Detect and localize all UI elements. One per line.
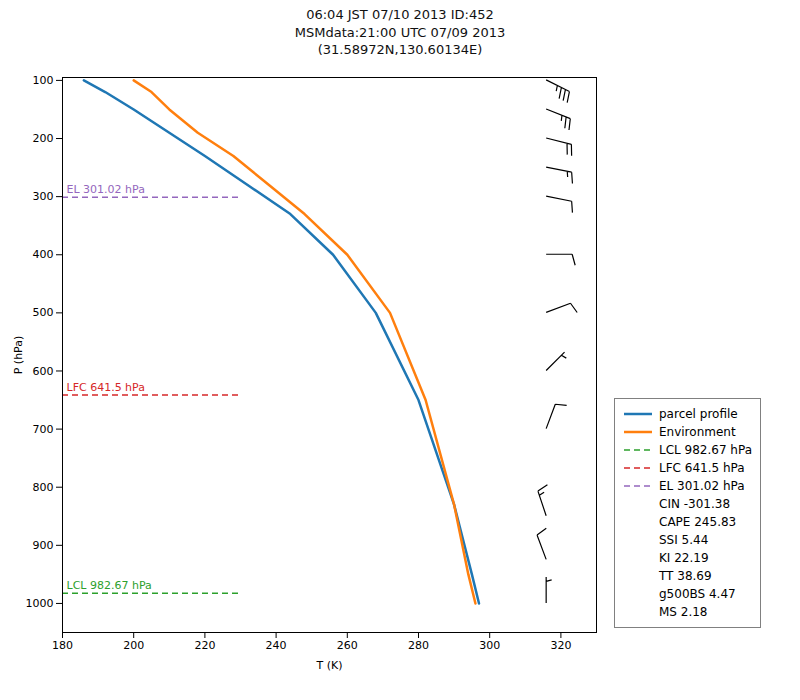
html-text:SSI 5.44: SSI 5.44 [659, 532, 709, 547]
svg-text:200: 200 [33, 132, 54, 145]
svg-text:800: 800 [33, 480, 54, 493]
svg-text:300: 300 [33, 190, 54, 203]
svg-text:280: 280 [408, 639, 429, 652]
svg-text:320: 320 [550, 639, 571, 652]
svg-text:LFC 641.5 hPa: LFC 641.5 hPa [67, 381, 145, 394]
html-text:TT 38.69: TT 38.69 [659, 568, 712, 583]
svg-text:700: 700 [33, 422, 54, 435]
svg-text:500: 500 [33, 306, 54, 319]
html-text:parcel profile: parcel profile [659, 406, 738, 421]
html-text:LCL 982.67 hPa: LCL 982.67 hPa [659, 442, 752, 457]
html-text:g500BS 4.47: g500BS 4.47 [659, 586, 736, 601]
html-text:EL 301.02 hPa: EL 301.02 hPa [659, 478, 745, 493]
svg-text:T (K): T (K) [315, 658, 342, 671]
svg-text:200: 200 [123, 639, 144, 652]
html-text:CAPE 245.83: CAPE 245.83 [659, 514, 737, 529]
svg-text:LCL 982.67 hPa: LCL 982.67 hPa [67, 579, 152, 592]
html-text:06:04 JST 07/10 2013 ID:452 MS: 06:04 JST 07/10 2013 ID:452 MSMdata:21:0… [294, 7, 506, 58]
svg-text:300: 300 [479, 639, 500, 652]
svg-text:240: 240 [266, 639, 287, 652]
svg-text:260: 260 [337, 639, 358, 652]
html-text:Environment: Environment [659, 424, 736, 439]
svg-text:100: 100 [33, 74, 54, 87]
svg-text:1000: 1000 [26, 597, 54, 610]
html-text:MS 2.18: MS 2.18 [659, 604, 708, 619]
html-text:KI 22.19: KI 22.19 [659, 550, 709, 565]
svg-text:400: 400 [33, 248, 54, 261]
html-text:CIN -301.38: CIN -301.38 [659, 496, 730, 511]
svg-text:180: 180 [52, 639, 73, 652]
html-text:LFC 641.5 hPa: LFC 641.5 hPa [659, 460, 745, 475]
svg-text:900: 900 [33, 538, 54, 551]
svg-text:EL 301.02 hPa: EL 301.02 hPa [67, 183, 145, 196]
svg-text:600: 600 [33, 364, 54, 377]
svg-text:220: 220 [194, 639, 215, 652]
svg-text:P (hPa): P (hPa) [12, 335, 25, 374]
